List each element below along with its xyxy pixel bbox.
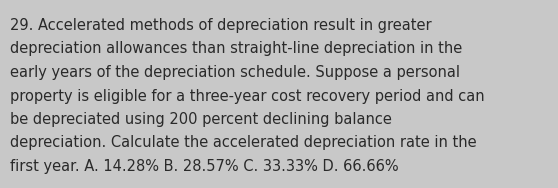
Text: first year. A. 14.28% B. 28.57% C. 33.33% D. 66.66%: first year. A. 14.28% B. 28.57% C. 33.33… (10, 159, 398, 174)
Text: 29. Accelerated methods of depreciation result in greater: 29. Accelerated methods of depreciation … (10, 18, 432, 33)
Text: property is eligible for a three-year cost recovery period and can: property is eligible for a three-year co… (10, 89, 485, 104)
Text: early years of the depreciation schedule. Suppose a personal: early years of the depreciation schedule… (10, 65, 460, 80)
Text: be depreciated using 200 percent declining balance: be depreciated using 200 percent declini… (10, 112, 392, 127)
Text: depreciation allowances than straight-line depreciation in the: depreciation allowances than straight-li… (10, 42, 462, 57)
Text: depreciation. Calculate the accelerated depreciation rate in the: depreciation. Calculate the accelerated … (10, 136, 477, 151)
